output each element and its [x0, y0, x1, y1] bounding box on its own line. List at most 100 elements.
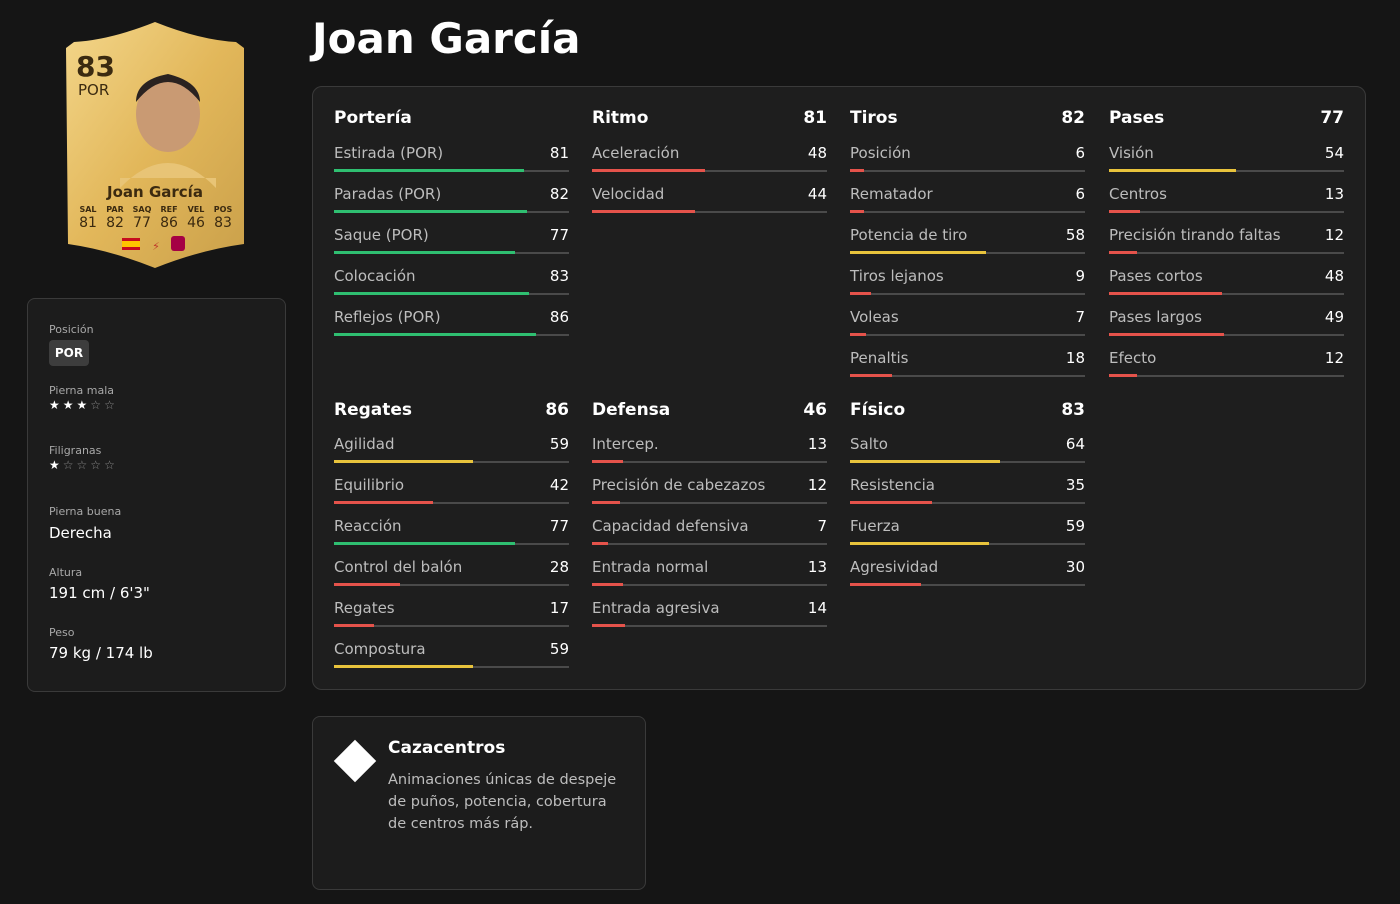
stat-name: Penaltis: [850, 349, 909, 367]
card-stat-label: VEL: [188, 205, 205, 214]
stat-bar: [334, 501, 433, 504]
stat-bar: [1109, 292, 1222, 295]
card-name: Joan García: [106, 183, 203, 201]
stat-bar: [334, 169, 525, 172]
group-title: Regates: [334, 400, 413, 420]
stat-name: Paradas (POR): [334, 185, 442, 203]
stat-value: 6: [1075, 185, 1085, 203]
star: ★: [76, 398, 91, 412]
stat-value: 28: [549, 558, 569, 576]
bar-track: [850, 211, 1085, 213]
stat-bar: [1109, 374, 1138, 377]
card-stat-value: 86: [160, 215, 178, 231]
stat-bar: [592, 169, 705, 172]
stat-bar: [1109, 210, 1140, 213]
stat-value: 44: [807, 185, 827, 203]
stat-name: Equilibrio: [334, 476, 405, 494]
stat-name: Reflejos (POR): [334, 308, 441, 326]
bar-track: [592, 461, 827, 463]
star: ★: [49, 458, 63, 472]
stat-name: Colocación: [334, 267, 416, 285]
stat-name: Voleas: [850, 308, 899, 326]
stat-bar: [334, 542, 515, 545]
stat-bar: [334, 251, 515, 254]
stat-value: 17: [549, 599, 569, 617]
bar-track: [592, 170, 827, 172]
group-total: 77: [1320, 108, 1344, 128]
stat-value: 58: [1065, 226, 1085, 244]
profile-value: 79 kg / 174 lb: [49, 644, 153, 662]
stat-name: Aceleración: [592, 144, 680, 162]
stat-value: 12: [1324, 349, 1344, 367]
star: ☆: [90, 458, 105, 472]
profile-value: 191 cm / 6'3": [49, 584, 150, 602]
bar-track: [592, 625, 827, 627]
star: ☆: [76, 458, 91, 472]
stat-name: Control del balón: [334, 558, 463, 576]
group-title: Físico: [850, 400, 906, 420]
card-stat-label: REF: [160, 205, 177, 214]
stat-value: 18: [1065, 349, 1085, 367]
stat-value: 13: [807, 558, 827, 576]
club-icon: [171, 236, 185, 251]
card-stat-value: 81: [79, 215, 97, 231]
group-title: Tiros: [850, 108, 898, 128]
bar-track: [592, 211, 827, 213]
bar-track: [1109, 293, 1344, 295]
stat-bar: [850, 292, 872, 295]
stat-bar: [850, 169, 865, 172]
profile-value: Derecha: [49, 524, 112, 542]
stat-bar: [334, 583, 400, 586]
stat-value: 9: [1075, 267, 1085, 285]
group-total: 86: [545, 400, 569, 420]
stat-bar: [850, 251, 987, 254]
bar-track: [850, 334, 1085, 336]
stat-bar: [1109, 251, 1138, 254]
flag-icon: [122, 241, 140, 247]
card-stat-value: 46: [187, 215, 205, 231]
bar-track: [334, 625, 569, 627]
playstyle-panel: [312, 716, 646, 890]
star: ☆: [104, 398, 118, 412]
stat-value: 49: [1324, 308, 1344, 326]
stat-bar: [592, 210, 696, 213]
stat-value: 30: [1065, 558, 1085, 576]
bar-track: [592, 584, 827, 586]
playstyle-description: Animaciones únicas de despeje de puños, …: [388, 772, 617, 832]
player-photo: [136, 76, 200, 152]
stat-name: Precisión tirando faltas: [1109, 226, 1281, 244]
stat-name: Salto: [850, 435, 888, 453]
stat-bar: [850, 210, 865, 213]
bar-track: [1109, 211, 1344, 213]
stat-value: 81: [549, 144, 569, 162]
stat-name: Efecto: [1109, 349, 1157, 367]
stat-name: Agilidad: [334, 435, 395, 453]
stat-bar: [850, 460, 1001, 463]
group-total: 46: [803, 400, 827, 420]
group-title: Pases: [1109, 108, 1165, 128]
stat-bar: [334, 292, 530, 295]
stat-name: Pases largos: [1109, 308, 1202, 326]
card-stat-value: 77: [133, 215, 151, 231]
star-rating: ★☆☆☆☆: [49, 458, 118, 472]
bar-track: [850, 293, 1085, 295]
stat-name: Resistencia: [850, 476, 935, 494]
attributes-panel: [312, 86, 1366, 690]
bar-track: [334, 584, 569, 586]
group-total: 82: [1061, 108, 1085, 128]
star-rating: ★★★☆☆: [49, 398, 118, 412]
bar-track: [850, 375, 1085, 377]
stat-value: 77: [549, 226, 569, 244]
bar-track: [592, 502, 827, 504]
stat-value: 64: [1065, 435, 1085, 453]
stat-name: Visión: [1109, 144, 1154, 162]
stat-bar: [592, 460, 623, 463]
player-card: 83 POR Joan García ⚡ SAL81PAR82SAQ77REF8…: [66, 22, 244, 268]
bar-track: [850, 170, 1085, 172]
stat-value: 14: [807, 599, 827, 617]
stat-value: 59: [1065, 517, 1085, 535]
stat-value: 6: [1075, 144, 1085, 162]
position-badge: POR: [49, 340, 89, 366]
stat-name: Regates: [334, 599, 395, 617]
